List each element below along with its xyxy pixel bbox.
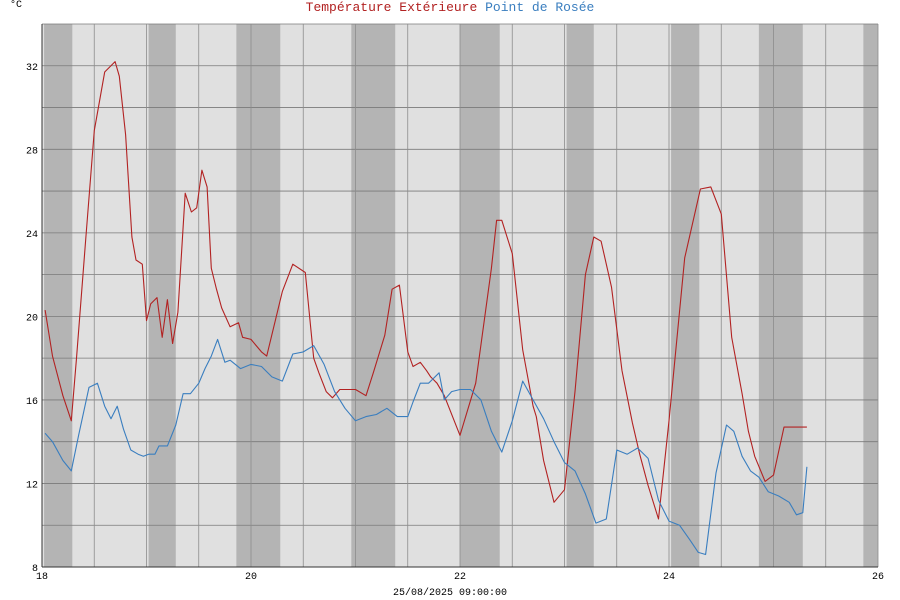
title-series-temperature: Température Extérieure bbox=[305, 0, 478, 15]
night-band bbox=[148, 24, 176, 567]
y-tick-label: 16 bbox=[26, 397, 38, 408]
night-band bbox=[44, 24, 73, 567]
y-tick-label: 24 bbox=[26, 230, 38, 241]
night-band bbox=[351, 24, 396, 567]
night-band bbox=[863, 24, 878, 567]
chart-title: Température Extérieure Point de Rosée bbox=[0, 0, 900, 15]
y-tick-label: 12 bbox=[26, 480, 38, 491]
y-tick-label: 20 bbox=[26, 313, 38, 324]
y-tick-label: 8 bbox=[32, 564, 38, 575]
series-line-temperature bbox=[44, 61, 807, 520]
night-band bbox=[671, 24, 700, 567]
y-tick-label: 28 bbox=[26, 146, 38, 157]
night-band bbox=[460, 24, 500, 567]
y-tick-label: 32 bbox=[26, 63, 38, 74]
x-tick-label: 20 bbox=[245, 572, 257, 583]
title-series-dewpoint: Point de Rosée bbox=[485, 0, 595, 15]
night-band bbox=[566, 24, 594, 567]
night-band bbox=[758, 24, 803, 567]
x-tick-label: 22 bbox=[454, 572, 466, 583]
x-axis-timestamp-label: 25/08/2025 09:00:00 bbox=[392, 588, 508, 599]
x-tick-label: 24 bbox=[663, 572, 675, 583]
series-line-dewpoint bbox=[44, 338, 808, 556]
night-band bbox=[236, 24, 281, 567]
x-tick-label: 26 bbox=[872, 572, 884, 583]
x-tick-label: 18 bbox=[36, 572, 48, 583]
y-axis-unit-label: °C bbox=[10, 0, 23, 11]
